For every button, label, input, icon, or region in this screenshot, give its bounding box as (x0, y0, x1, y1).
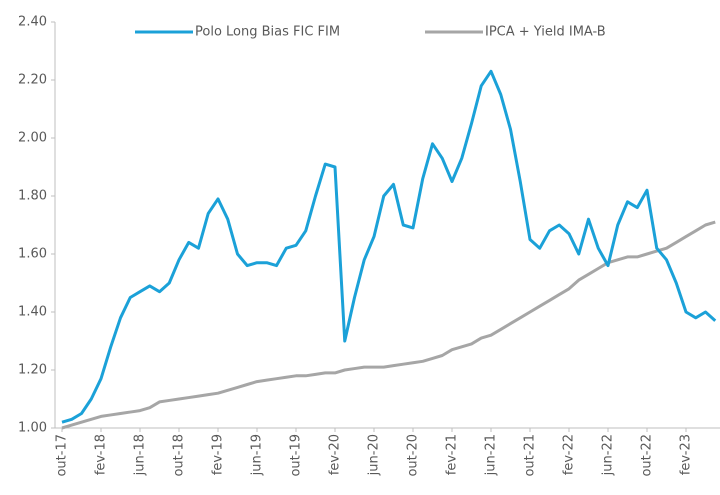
x-tick-label: fev-18 (94, 434, 109, 475)
legend-label: Polo Long Bias FIC FIM (195, 25, 340, 40)
x-tick-label: jun-22 (601, 434, 616, 476)
x-tick-label: fev-22 (562, 434, 577, 475)
y-tick-label: 1.00 (18, 421, 47, 436)
y-tick-label: 1.20 (18, 363, 47, 378)
x-tick-label: fev-20 (328, 434, 343, 475)
y-tick-label: 2.40 (18, 15, 47, 30)
y-tick-label: 2.00 (18, 131, 47, 146)
x-tick-label: out-21 (523, 434, 538, 477)
x-tick-label: fev-21 (445, 434, 460, 475)
x-tick-label: fev-23 (679, 434, 694, 475)
y-tick-label: 2.20 (18, 73, 47, 88)
x-tick-label: jun-21 (484, 434, 499, 476)
x-tick-label: out-17 (55, 434, 70, 477)
series-line (61, 69, 717, 424)
legend-label: IPCA + Yield IMA-B (485, 25, 606, 40)
x-tick-label: jun-18 (133, 434, 148, 476)
y-tick-label: 1.40 (18, 305, 47, 320)
x-tick-label: fev-19 (211, 434, 226, 475)
y-tick-label: 1.60 (18, 247, 47, 262)
series-line (61, 220, 716, 430)
x-tick-label: jun-19 (250, 434, 265, 476)
y-tick-label: 1.80 (18, 189, 47, 204)
x-tick-label: out-18 (172, 434, 187, 477)
x-tick-label: out-20 (406, 434, 421, 477)
x-tick-label: out-22 (640, 434, 655, 477)
x-tick-label: out-19 (289, 434, 304, 477)
x-tick-label: jun-20 (367, 434, 382, 476)
